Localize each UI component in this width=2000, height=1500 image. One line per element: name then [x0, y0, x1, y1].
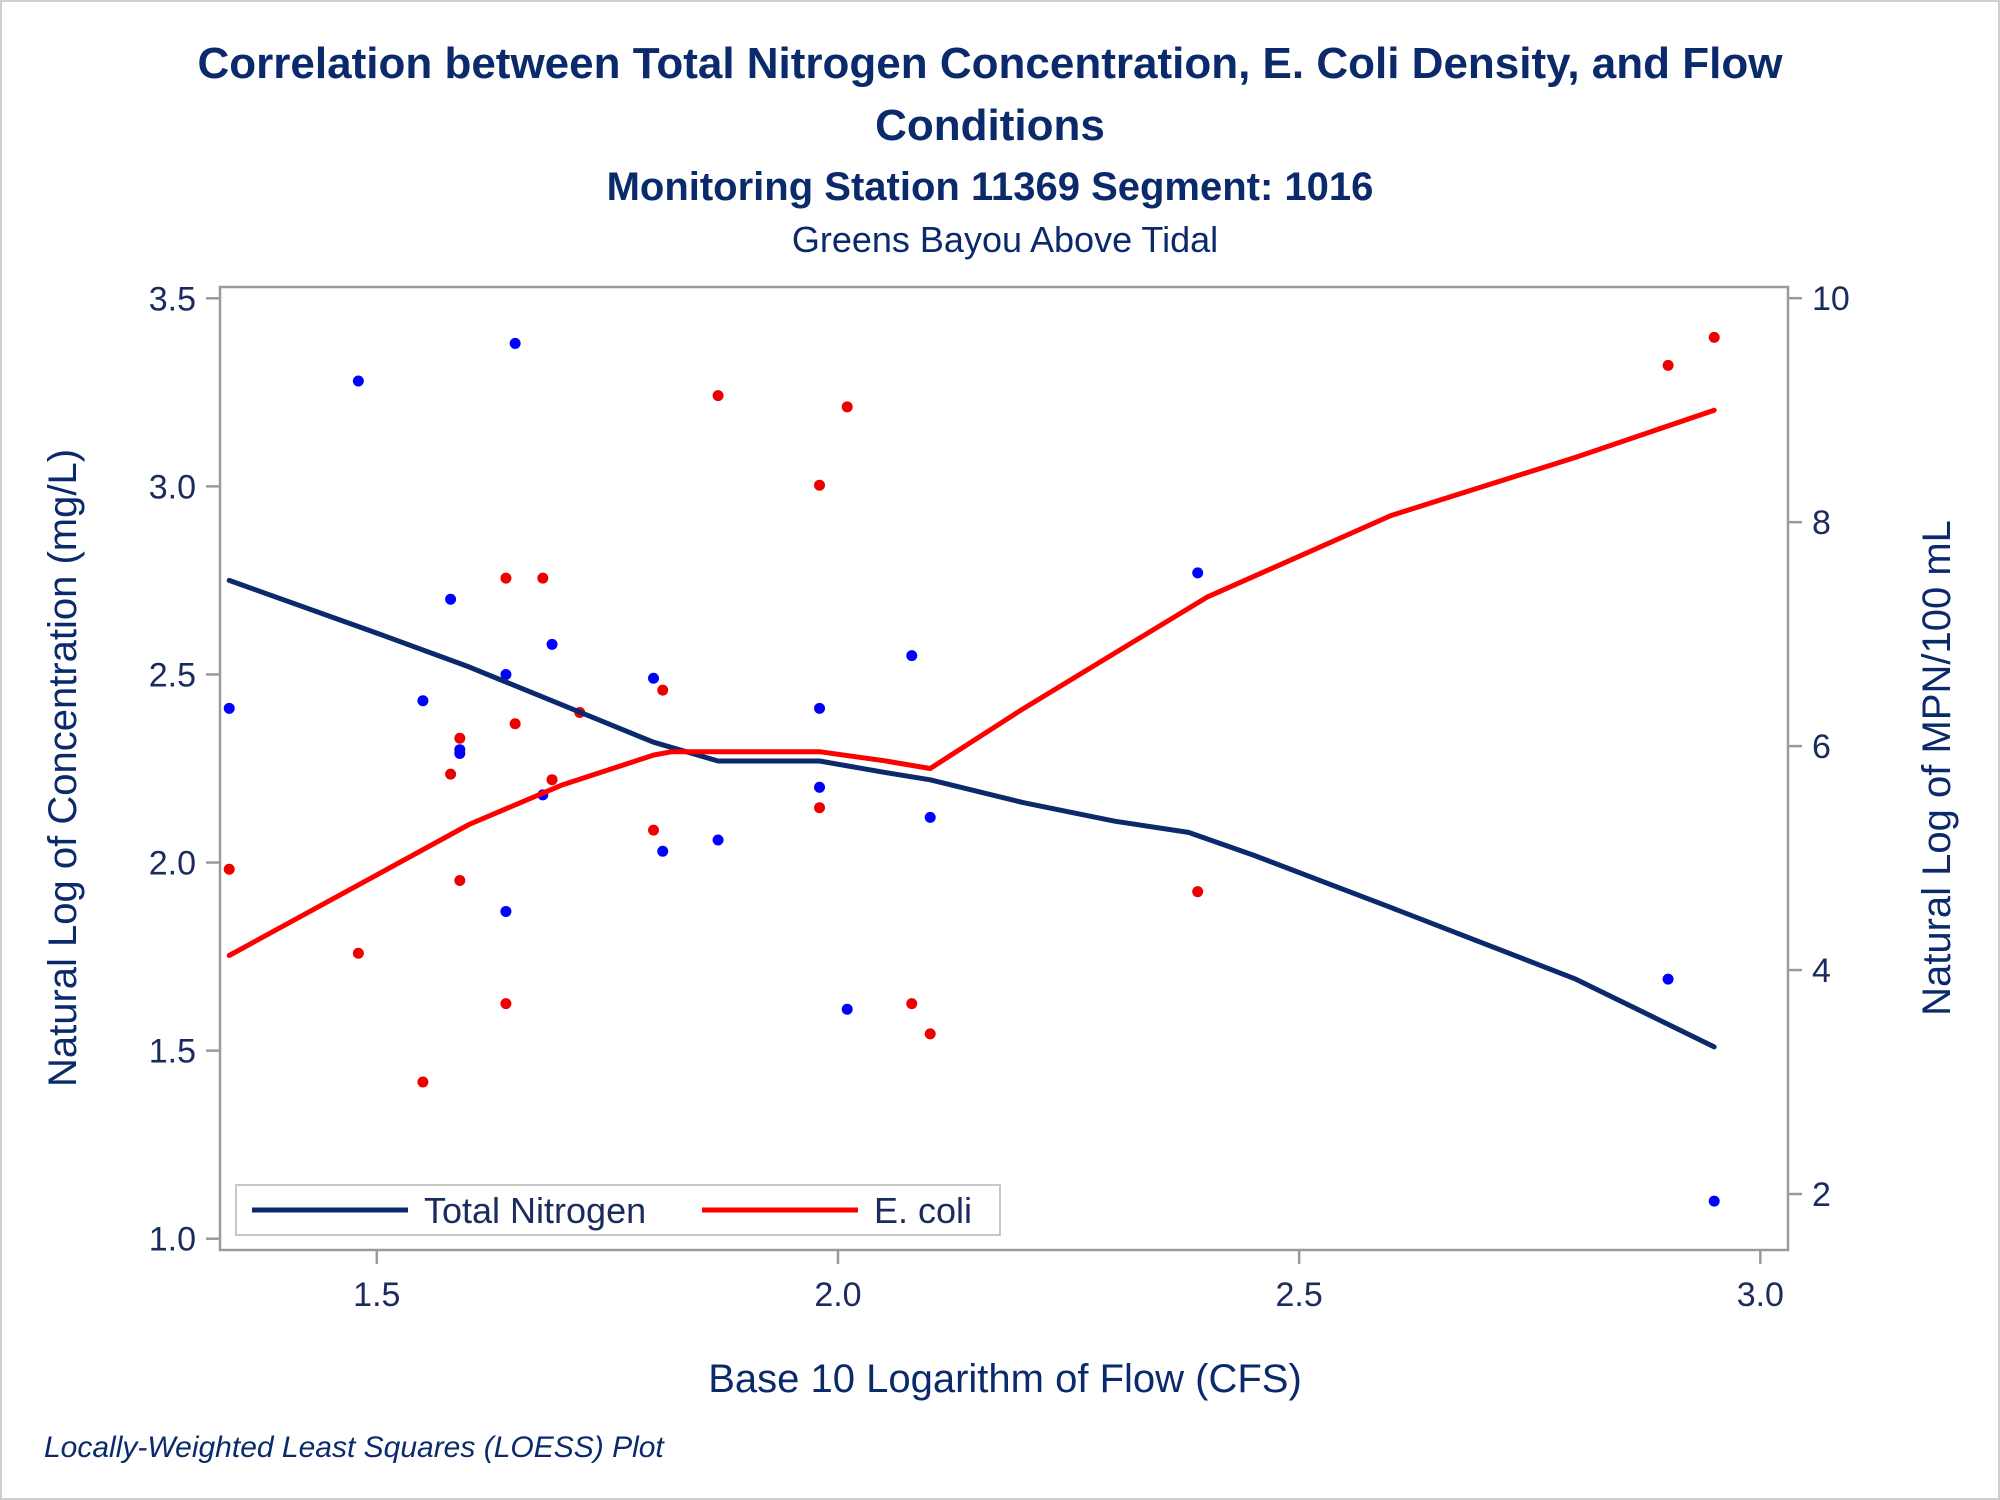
- total-nitrogen-point: [445, 593, 457, 605]
- total-nitrogen-point: [509, 337, 521, 349]
- total-nitrogen-point: [712, 834, 724, 846]
- x-axis-label: Base 10 Logarithm of Flow (CFS): [708, 1357, 1302, 1401]
- loess-curves: [226, 407, 1717, 1050]
- total-nitrogen-point: [1662, 973, 1674, 985]
- e-coli-point: [454, 874, 466, 886]
- e-coli-point: [1662, 359, 1674, 371]
- chart-subtitle-station: Monitoring Station 11369 Segment: 1016: [607, 165, 1374, 209]
- total-nitrogen-point: [657, 845, 669, 857]
- e-coli-point: [500, 998, 512, 1010]
- total-nitrogen-point: [814, 702, 826, 714]
- y-left-tick-label: 2.5: [149, 656, 196, 694]
- total-nitrogen-point: [417, 695, 429, 707]
- e-coli-point: [841, 401, 853, 413]
- e-coli-point: [814, 802, 826, 814]
- y-axis-left-label: Natural Log of Concentration (mg/L): [41, 449, 85, 1087]
- y-axis-right: 2 4 6 8 10: [1788, 280, 1850, 1214]
- total-nitrogen-point: [454, 744, 466, 756]
- total-nitrogen-point: [1192, 567, 1204, 579]
- total-nitrogen-point: [223, 702, 235, 714]
- e-coli-point: [657, 684, 669, 696]
- chart-title-line2: Conditions: [875, 101, 1105, 150]
- y-left-tick-label: 3.5: [149, 280, 196, 318]
- footnote: Locally-Weighted Least Squares (LOESS) P…: [44, 1431, 665, 1464]
- total-nitrogen-point: [500, 905, 512, 917]
- e-coli-point: [537, 572, 549, 584]
- legend-label-e-coli: E. coli: [874, 1190, 972, 1231]
- total-nitrogen-point: [500, 668, 512, 680]
- e-coli-point: [814, 479, 826, 491]
- x-tick-label: 3.0: [1737, 1276, 1784, 1314]
- e-coli-point: [509, 718, 521, 730]
- e-coli-point: [648, 824, 660, 836]
- y-right-tick-label: 4: [1812, 952, 1831, 990]
- y-left-tick-label: 3.0: [149, 468, 196, 506]
- y-left-tick-label: 1.5: [149, 1033, 196, 1071]
- total-nitrogen-point: [1708, 1195, 1720, 1207]
- legend: Total Nitrogen E. coli: [235, 1184, 1001, 1236]
- total-nitrogen-point: [814, 781, 826, 793]
- chart-subtitle-location: Greens Bayou Above Tidal: [792, 219, 1218, 260]
- scatter-points: [223, 331, 1720, 1228]
- y-right-tick-label: 2: [1812, 1176, 1831, 1214]
- e-coli-point: [906, 998, 918, 1010]
- total-nitrogen-loess-line: [226, 577, 1717, 1050]
- e-coli-point: [352, 947, 364, 959]
- y-right-tick-label: 10: [1812, 280, 1850, 318]
- y-axis-left: 1.0 1.5 2.0 2.5 3.0 3.5: [149, 280, 220, 1259]
- total-nitrogen-point: [841, 1003, 853, 1015]
- e-coli-loess-line: [226, 407, 1717, 958]
- e-coli-point: [924, 1028, 936, 1040]
- e-coli-point: [417, 1076, 429, 1088]
- x-tick-label: 1.5: [353, 1276, 400, 1314]
- e-coli-point: [1192, 886, 1204, 898]
- total-nitrogen-point: [906, 650, 918, 662]
- total-nitrogen-point: [648, 672, 660, 684]
- y-left-tick-label: 2.0: [149, 845, 196, 883]
- e-coli-point: [712, 390, 724, 402]
- y-right-tick-label: 6: [1812, 728, 1831, 766]
- e-coli-point: [445, 768, 457, 780]
- total-nitrogen-point: [352, 375, 364, 387]
- chart-title-line1: Correlation between Total Nitrogen Conce…: [198, 39, 1784, 88]
- x-tick-label: 2.0: [814, 1276, 861, 1314]
- y-right-tick-label: 8: [1812, 504, 1831, 542]
- y-left-tick-label: 1.0: [149, 1221, 196, 1259]
- y-axis-right-label: Natural Log of MPN/100 mL: [1915, 520, 1959, 1016]
- total-nitrogen-point: [546, 638, 558, 650]
- e-coli-point: [546, 774, 558, 786]
- legend-label-total-nitrogen: Total Nitrogen: [424, 1190, 646, 1231]
- e-coli-point: [223, 863, 235, 875]
- plot-area: [218, 285, 1790, 1252]
- e-coli-point: [500, 572, 512, 584]
- total-nitrogen-point: [924, 811, 936, 823]
- x-axis: 1.5 2.0 2.5 3.0: [353, 1250, 1784, 1314]
- e-coli-point: [1708, 331, 1720, 343]
- e-coli-point: [454, 732, 466, 744]
- x-tick-label: 2.5: [1276, 1276, 1323, 1314]
